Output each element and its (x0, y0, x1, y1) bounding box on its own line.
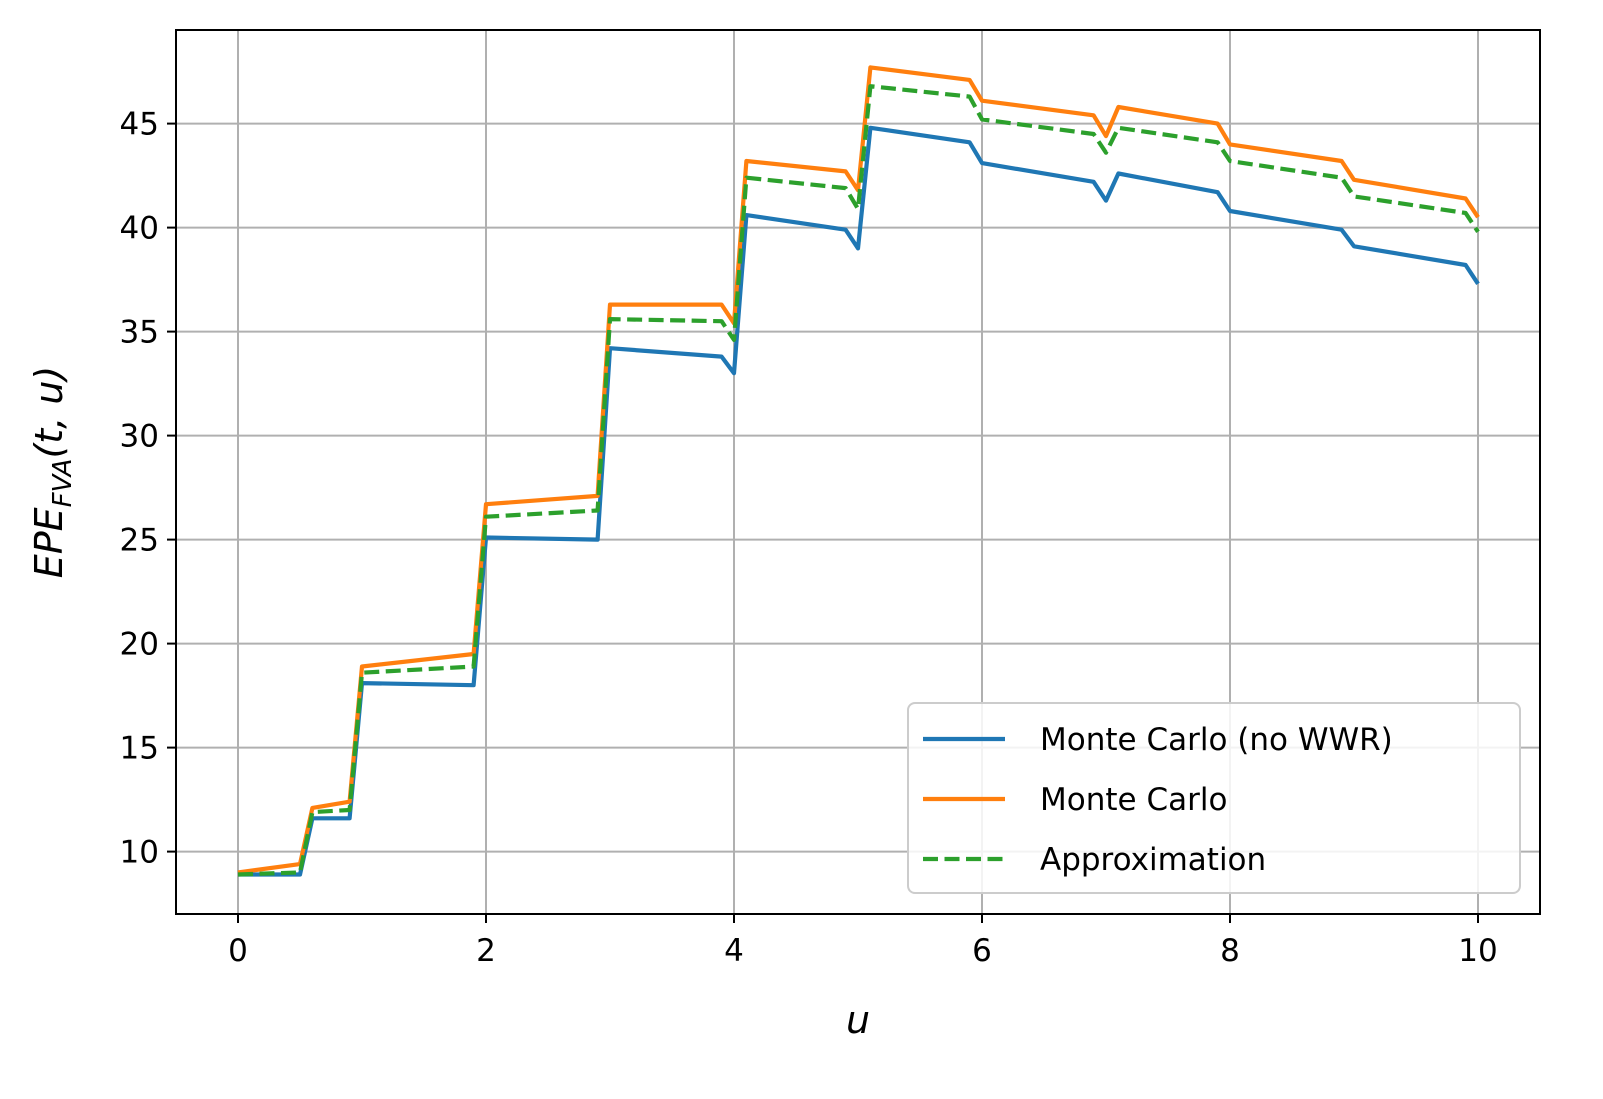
y-tick-label: 45 (120, 107, 159, 143)
legend-label: Monte Carlo (no WWR) (1040, 722, 1393, 758)
series-line (237, 84, 1480, 877)
axes-frame (175, 29, 1541, 915)
y-axis-ticks: 10 15 20 25 30 35 40 45 (120, 107, 176, 871)
legend-label: Monte Carlo (1040, 782, 1227, 818)
x-axis-label: u (846, 998, 870, 1042)
y-axis-label: EPEFVA(t, u) (27, 366, 78, 579)
y-tick-label: 40 (120, 211, 159, 247)
grid (176, 30, 1540, 914)
series-line (237, 65, 1480, 875)
x-tick-label: 4 (724, 933, 744, 969)
legend-label: Approximation (1040, 842, 1266, 878)
x-tick-label: 6 (972, 933, 992, 969)
x-tick-label: 2 (476, 933, 496, 969)
y-axis-label-main: EPE (27, 507, 71, 578)
y-axis-label-args: (t, u) (27, 366, 71, 459)
y-tick-label: 25 (120, 523, 159, 559)
y-tick-label: 15 (120, 731, 159, 767)
series-line (238, 125, 1480, 877)
legend: Monte Carlo (no WWR) Monte Carlo Approxima… (907, 702, 1521, 894)
y-axis-label-sub: FVA (48, 459, 78, 508)
x-axis-ticks: 0 2 4 6 8 10 (228, 914, 1498, 969)
legend-box (907, 702, 1521, 894)
y-tick-label: 30 (120, 419, 159, 455)
plot-area (237, 65, 1480, 877)
x-tick-label: 8 (1220, 933, 1240, 969)
x-tick-label: 10 (1458, 933, 1497, 969)
x-tick-label: 0 (228, 933, 248, 969)
y-tick-label: 20 (120, 627, 159, 663)
y-tick-label: 10 (120, 835, 159, 871)
y-tick-label: 35 (120, 315, 159, 351)
